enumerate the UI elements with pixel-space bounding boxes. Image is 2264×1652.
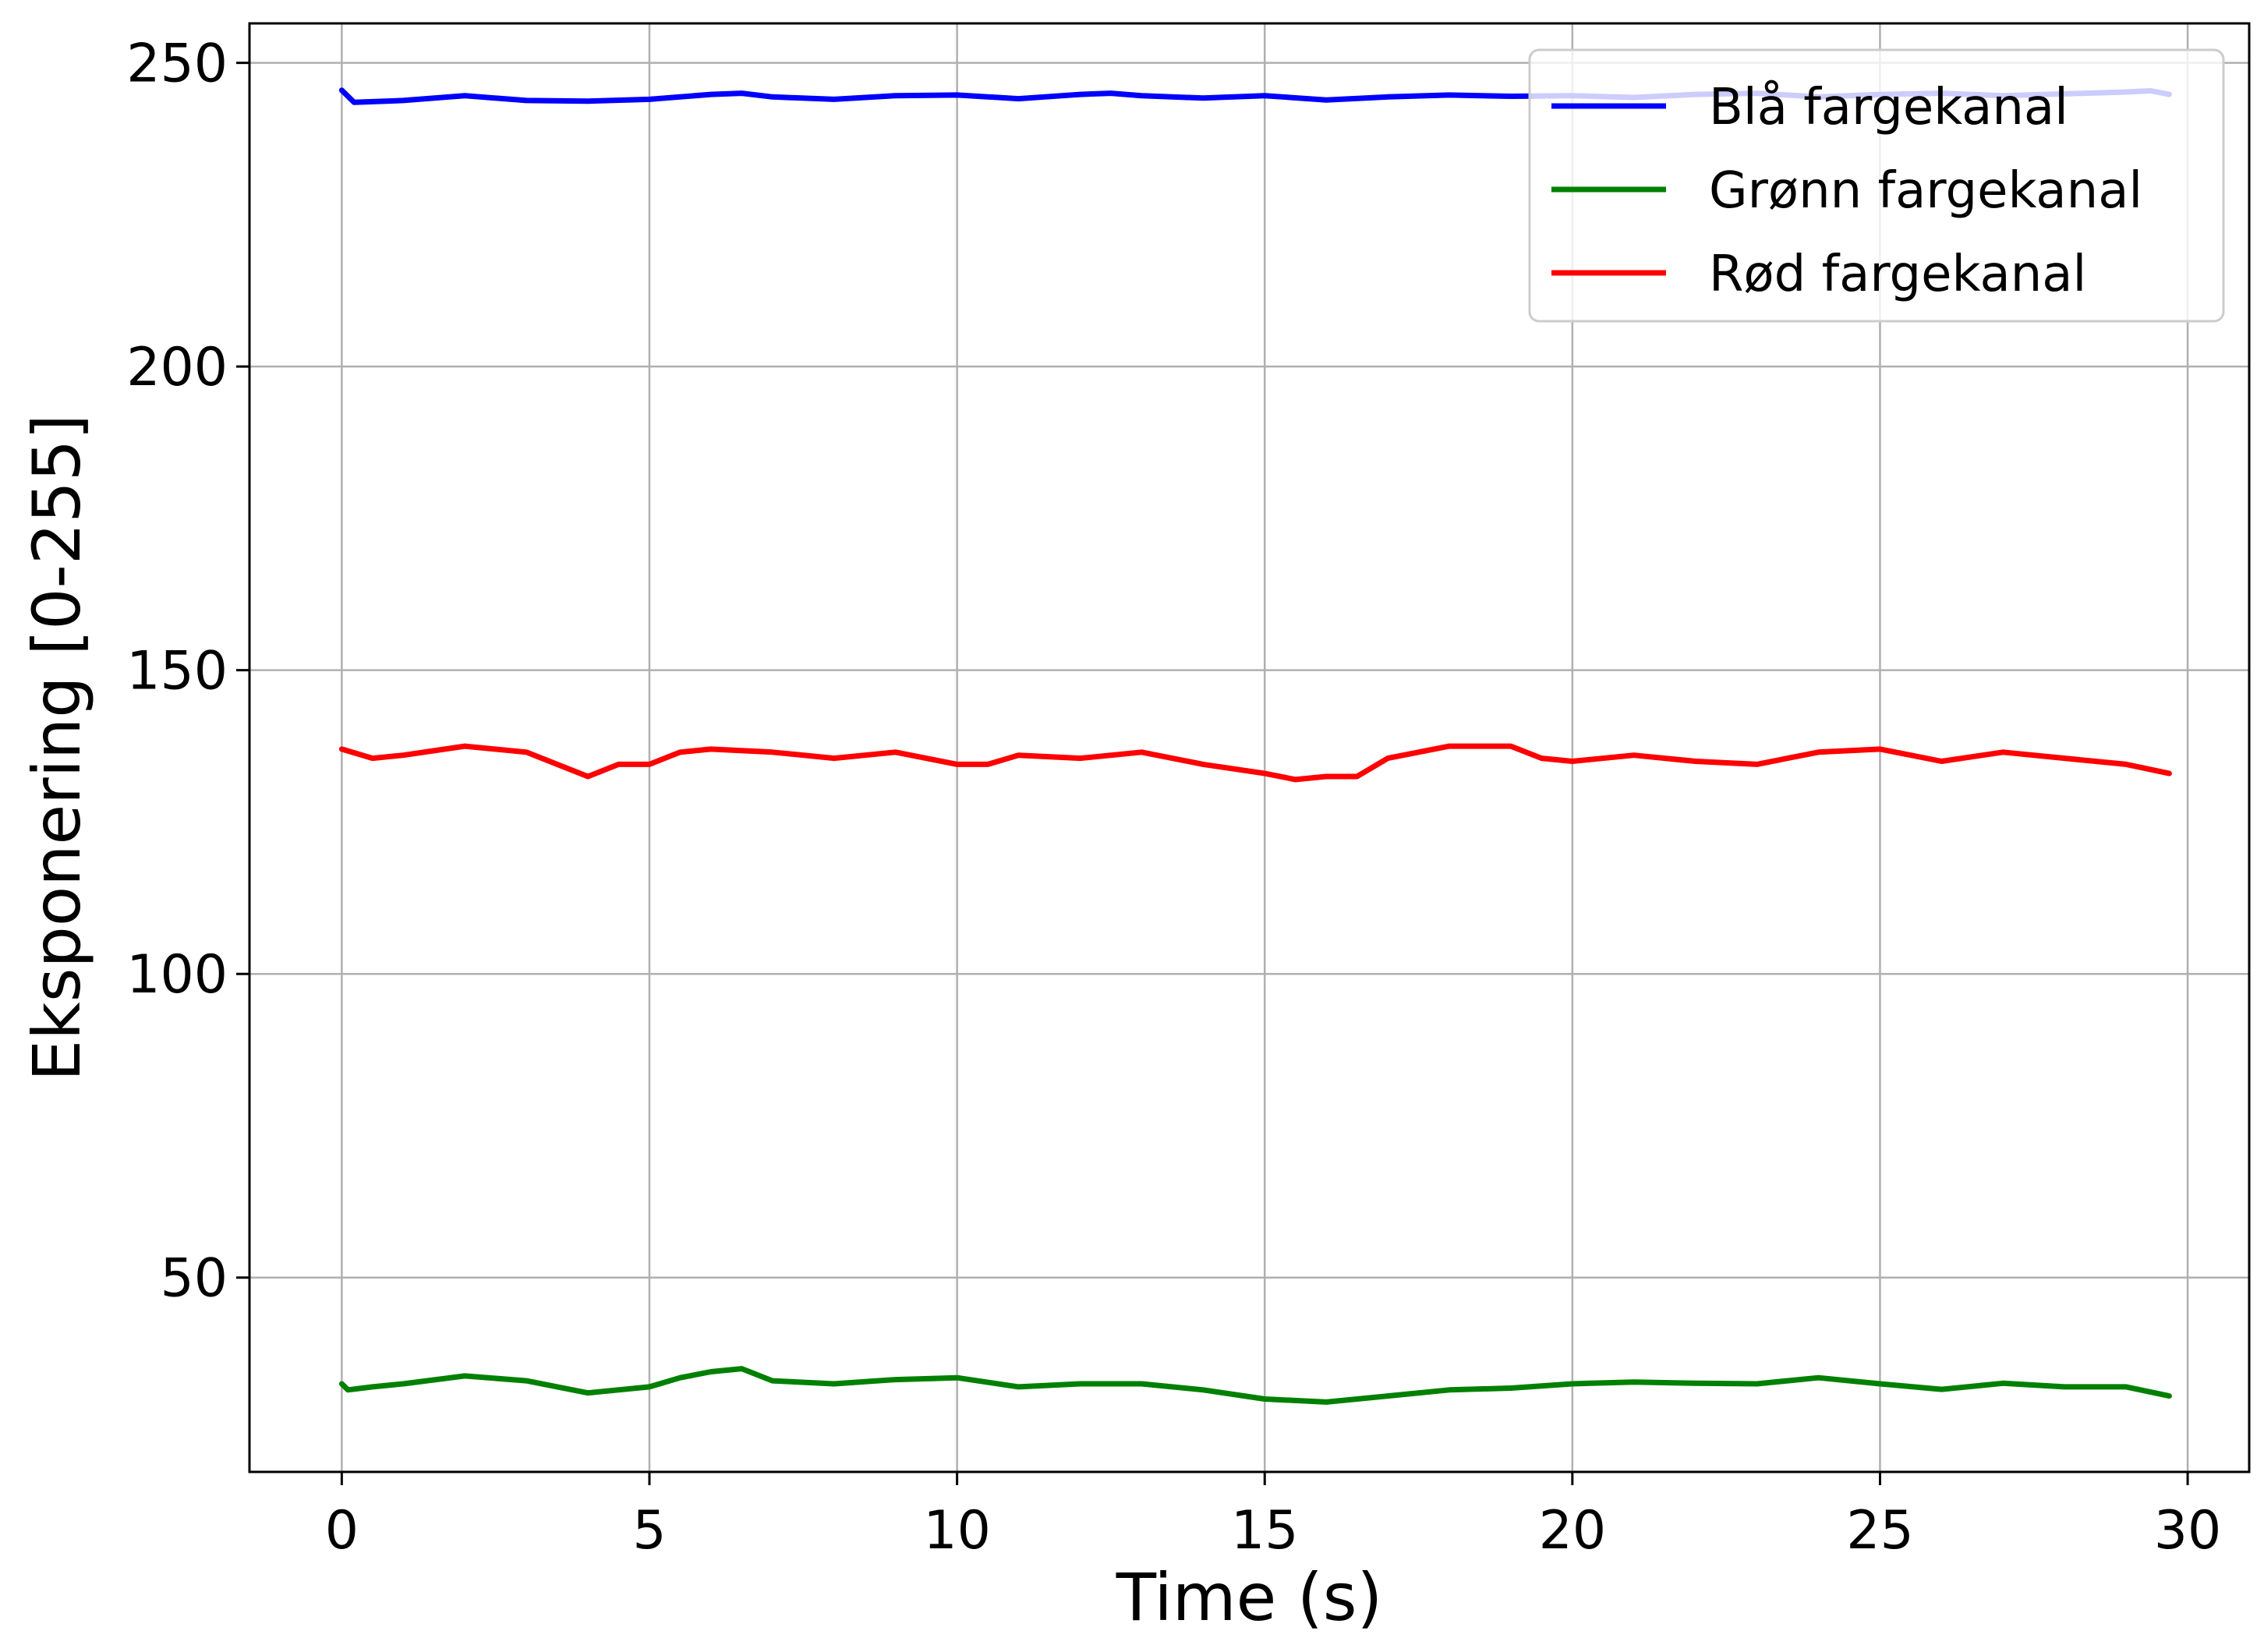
y-tick-label: 200 bbox=[126, 337, 228, 398]
legend-box bbox=[1528, 48, 2225, 323]
x-tick-label: 20 bbox=[1539, 1500, 1607, 1562]
plot-frame bbox=[248, 22, 2251, 1473]
y-tick-label: 50 bbox=[160, 1248, 228, 1310]
series-line-2 bbox=[338, 1366, 2172, 1405]
y-tick-label: 150 bbox=[126, 641, 228, 702]
x-tick-label: 10 bbox=[923, 1500, 991, 1562]
x-tick-label: 5 bbox=[632, 1500, 666, 1562]
y-tick-label: 250 bbox=[126, 34, 228, 95]
x-tick-label: 15 bbox=[1231, 1500, 1299, 1562]
legend-entry-2: Grønn fargekanal bbox=[1709, 162, 2142, 220]
y-tick-label: 100 bbox=[126, 944, 228, 1006]
legend: Blå fargekanal Grønn fargekanal Rød fargek… bbox=[1528, 48, 2225, 323]
x-tick-label: 25 bbox=[1846, 1500, 1914, 1562]
series-line-3 bbox=[338, 743, 2172, 783]
x-tick-label: 0 bbox=[325, 1500, 359, 1562]
x-tick-label: 30 bbox=[2154, 1500, 2222, 1562]
legend-entry-1: Blå fargekanal bbox=[1709, 79, 2068, 136]
x-axis-label: Time (s) bbox=[1116, 1559, 1383, 1636]
axis-ticks: 0 5 10 15 20 25 30 50 100 150 200 250 bbox=[126, 34, 2221, 1562]
y-axis-label: Eksponering [0-255] bbox=[19, 414, 95, 1081]
legend-entry-3: Rød fargekanal bbox=[1709, 246, 2086, 303]
